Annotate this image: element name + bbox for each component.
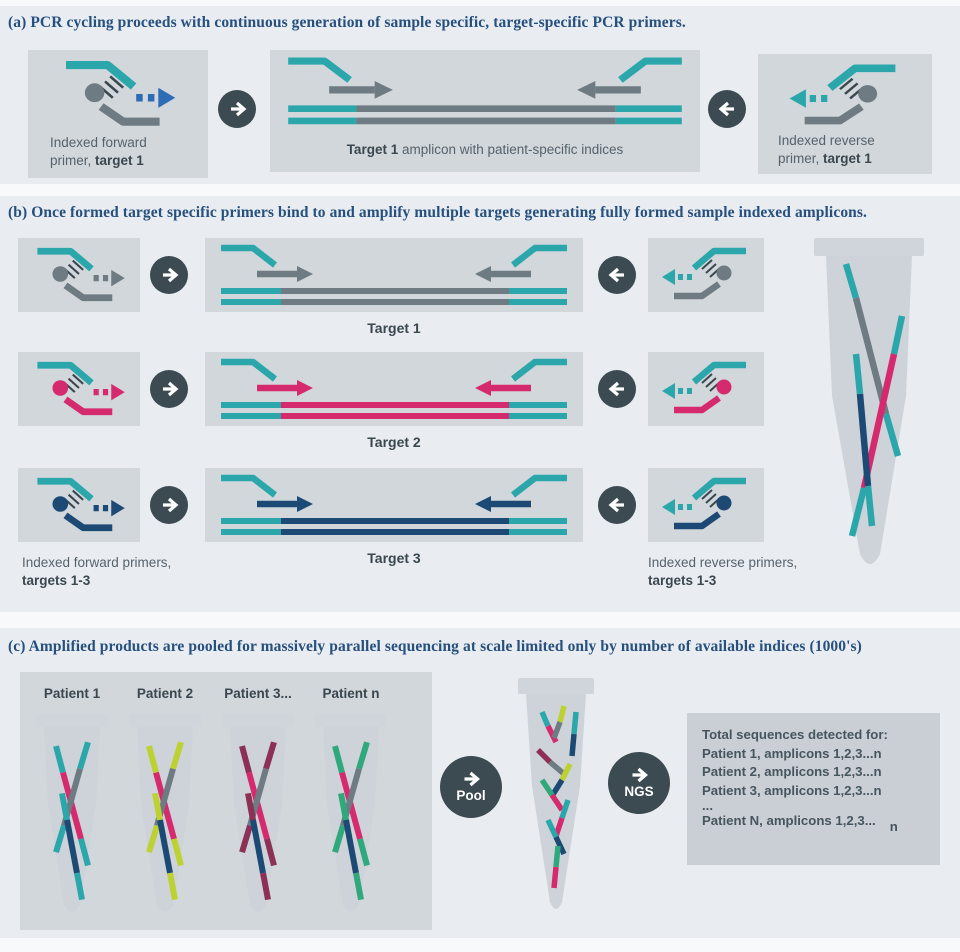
arrow-right-icon [160,267,178,283]
panel-b-heading: (b) Once formed target specific primers … [8,204,867,221]
forward-primer-label: Indexed forward primer, target 1 [50,135,147,168]
patients-panel: Patient 1 Patient 2 Patient 3... Patient… [20,672,432,930]
pool-label: Pool [456,788,486,803]
arrow-right-icon [160,497,178,513]
patient-label-n: Patient n [322,686,380,701]
reverse-primer-box-t3 [648,468,764,542]
patient-1-tube [36,713,108,912]
panel-c-heading: (c) Amplified products are pooled for ma… [8,638,862,655]
target-label-3: Target 3 [367,550,421,566]
reverse-primer-icon-t2 [656,357,756,419]
reverse-primer-box-t2 [648,352,764,426]
arrow-left-icon [608,267,626,283]
results-line-2: Patient 2, amplicons 1,2,3...n [702,764,882,780]
arrow-left-icon [608,497,626,513]
forward-primer-box-t2 [18,352,140,426]
arrow-left-circle-t3 [598,486,636,524]
amplicon-label: Target 1 amplicon with patient-specific … [346,142,624,157]
pool-arrow-icon [462,771,480,787]
forward-primer-box-t3 [18,468,140,542]
reverse-primer-icon-t1 [656,243,756,305]
amplicon-box: Target 1 amplicon with patient-specific … [270,50,700,172]
ngs-label: NGS [624,784,654,799]
arrow-right-circle-t1 [150,256,188,294]
forward-primer-icon [53,55,183,133]
forward-primer-icon-t3 [27,473,131,537]
ngs-arrow-icon [630,767,648,783]
panel-a-heading: (a) PCR cycling proceeds with continuous… [8,14,686,31]
arrow-left-icon [608,381,626,397]
arrow-left-icon [718,101,736,117]
patient-n-tube [315,713,387,912]
reverse-primer-box-t1 [648,238,764,312]
panel-c: (c) Amplified products are pooled for ma… [0,628,960,938]
amplicon-graphic-t1 [205,238,583,312]
multi-target-tube [814,238,924,564]
amplicon-box-t3 [205,468,583,542]
results-line-4: Patient N, amplicons 1,2,3... n [702,812,898,834]
amplicon-box-t1 [205,238,583,312]
results-line-1: Patient 1, amplicons 1,2,3...n [702,745,882,761]
pooled-tube [518,678,594,909]
results-ellipsis: ... [702,797,713,813]
patient-2-tube [129,713,201,912]
amplicon-graphic-t2 [205,352,583,426]
arrow-right-circle-t2 [150,370,188,408]
reverse-primer-box: Indexed reverse primer, target 1 [758,54,932,174]
reverse-primer-icon-t3 [656,473,756,535]
arrow-left-circle [708,90,746,128]
arrow-right-circle [218,90,256,128]
forward-primer-icon-t2 [27,357,131,421]
reverse-primer-label: Indexed reverse primer, target 1 [778,133,875,166]
reverse-primers-label: Indexed reverse primers, targets 1-3 [648,555,798,588]
forward-primer-box: Indexed forward primer, target 1 [28,50,208,178]
forward-primer-box-t1 [18,238,140,312]
panel-a: (a) PCR cycling proceeds with continuous… [0,6,960,184]
arrow-right-circle-t3 [150,486,188,524]
reverse-primer-icon [782,59,908,131]
results-line-3: Patient 3, amplicons 1,2,3...n [702,783,882,799]
arrow-left-circle-t2 [598,370,636,408]
arrow-right-icon [228,101,246,117]
results-box: Total sequences detected for: Patient 1,… [687,713,940,865]
results-title: Total sequences detected for: [702,727,888,742]
amplicon-graphic [270,50,700,132]
ngs-circle: NGS [608,752,670,814]
patient-label-2: Patient 2 [136,686,194,701]
arrow-right-icon [160,381,178,397]
amplicon-box-t2 [205,352,583,426]
patient-label-1: Patient 1 [43,686,101,701]
arrow-left-circle-t1 [598,256,636,294]
pool-circle: Pool [440,756,502,818]
amplicon-graphic-t3 [205,468,583,542]
panel-b: (b) Once formed target specific primers … [0,196,960,612]
forward-primer-icon-t1 [27,243,131,307]
patient-label-3: Patient 3... [224,686,292,701]
target-label-2: Target 2 [367,434,421,450]
patient-3-tube [222,713,294,912]
forward-primers-label: Indexed forward primers, targets 1-3 [22,555,172,588]
target-label-1: Target 1 [367,320,421,336]
